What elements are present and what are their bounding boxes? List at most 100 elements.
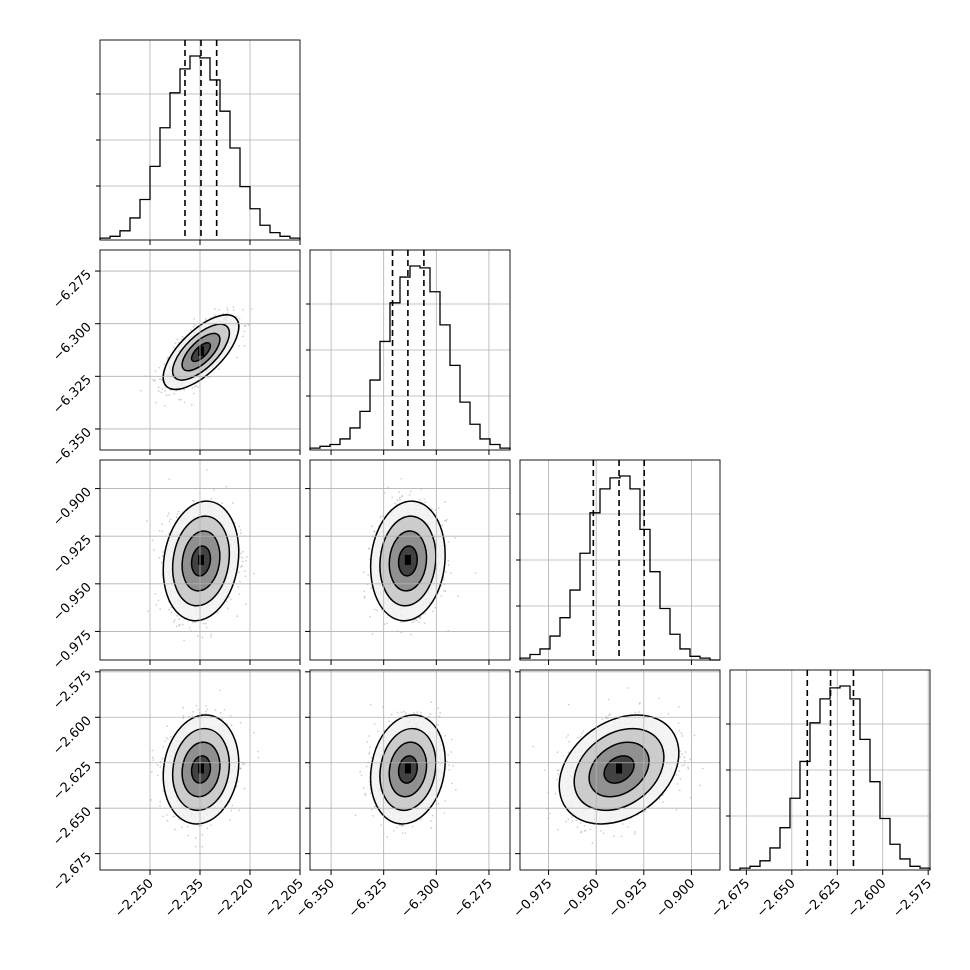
- sample-point: [373, 530, 376, 533]
- sample-point: [363, 595, 366, 598]
- sample-point: [216, 611, 219, 614]
- sample-point: [167, 608, 170, 611]
- sample-point: [204, 318, 207, 320]
- sample-point: [447, 564, 450, 566]
- sample-point: [202, 622, 205, 625]
- sample-point: [159, 800, 162, 803]
- sample-point: [156, 774, 159, 777]
- sample-point: [190, 329, 192, 331]
- sample-point: [252, 572, 255, 575]
- sample-point: [408, 494, 411, 496]
- sample-point: [236, 356, 238, 359]
- sample-point: [423, 497, 426, 500]
- sample-point: [193, 317, 195, 320]
- density-peak: [404, 554, 411, 565]
- sample-point: [159, 766, 162, 768]
- sample-point: [177, 510, 180, 513]
- sample-point: [188, 626, 191, 629]
- sample-point: [168, 520, 171, 523]
- density-panel: [139, 305, 253, 407]
- sample-point: [161, 757, 164, 760]
- sample-point: [192, 499, 194, 502]
- sample-point: [239, 721, 242, 724]
- sample-point: [151, 539, 154, 542]
- sample-point: [213, 308, 216, 311]
- sample-point: [159, 608, 162, 610]
- sample-point: [200, 824, 203, 827]
- sample-point: [230, 598, 232, 601]
- sample-point: [235, 315, 238, 318]
- sample-point: [192, 392, 195, 395]
- sample-point: [440, 594, 443, 597]
- sample-point: [183, 639, 186, 642]
- sample-point: [409, 490, 412, 493]
- sample-point: [245, 556, 248, 558]
- sample-point: [201, 636, 204, 639]
- sample-point: [403, 621, 405, 624]
- sample-point: [445, 520, 447, 522]
- sample-point: [166, 725, 169, 728]
- sample-point: [243, 330, 246, 333]
- sample-point: [238, 345, 241, 347]
- sample-point: [166, 819, 169, 822]
- sample-point: [145, 520, 148, 522]
- sample-point: [160, 523, 163, 526]
- sample-point: [163, 404, 166, 407]
- sample-point: [423, 612, 426, 615]
- sample-point: [226, 607, 229, 610]
- sample-point: [445, 571, 448, 573]
- sample-point: [238, 580, 241, 583]
- sample-point: [238, 571, 240, 574]
- sample-point: [239, 528, 242, 531]
- sample-point: [232, 502, 234, 504]
- sample-point: [169, 518, 172, 521]
- sample-point: [160, 391, 163, 394]
- sample-point: [400, 477, 403, 480]
- histogram-0: [99, 55, 301, 240]
- sample-point: [209, 635, 212, 638]
- sample-point: [242, 550, 245, 553]
- sample-point: [244, 325, 246, 328]
- histogram-3: [730, 685, 931, 871]
- sample-point: [419, 616, 422, 618]
- sample-point: [243, 570, 246, 573]
- sample-point: [437, 507, 440, 509]
- sample-point: [370, 587, 373, 590]
- sample-point: [221, 502, 224, 505]
- sample-point: [175, 614, 178, 617]
- sample-point: [182, 706, 184, 709]
- sample-point: [401, 494, 404, 497]
- sample-point: [419, 617, 422, 619]
- sample-point: [225, 600, 228, 603]
- sample-point: [193, 385, 196, 388]
- sample-point: [175, 516, 178, 519]
- sample-point: [424, 501, 427, 504]
- sample-point: [176, 513, 179, 516]
- sample-point: [166, 515, 169, 517]
- sample-point: [182, 623, 184, 626]
- sample-point: [443, 589, 445, 592]
- sample-point: [158, 556, 161, 559]
- sample-point: [225, 485, 228, 488]
- sample-point: [170, 606, 173, 609]
- sample-point: [205, 704, 208, 707]
- sample-point: [447, 559, 450, 562]
- sample-point: [187, 834, 190, 837]
- sample-point: [172, 621, 175, 623]
- sample-point: [205, 710, 207, 713]
- sample-point: [178, 624, 181, 627]
- sample-point: [430, 508, 433, 511]
- sample-point: [173, 393, 176, 395]
- sample-point: [241, 565, 244, 567]
- sample-point: [419, 498, 422, 501]
- sample-point: [158, 378, 161, 381]
- sample-point: [153, 548, 155, 551]
- sample-point: [164, 386, 167, 389]
- panel-frame: [309, 249, 511, 451]
- sample-point: [196, 635, 199, 638]
- sample-point: [168, 393, 171, 396]
- sample-point: [240, 532, 242, 535]
- sample-point: [250, 308, 253, 310]
- sample-point: [175, 389, 178, 392]
